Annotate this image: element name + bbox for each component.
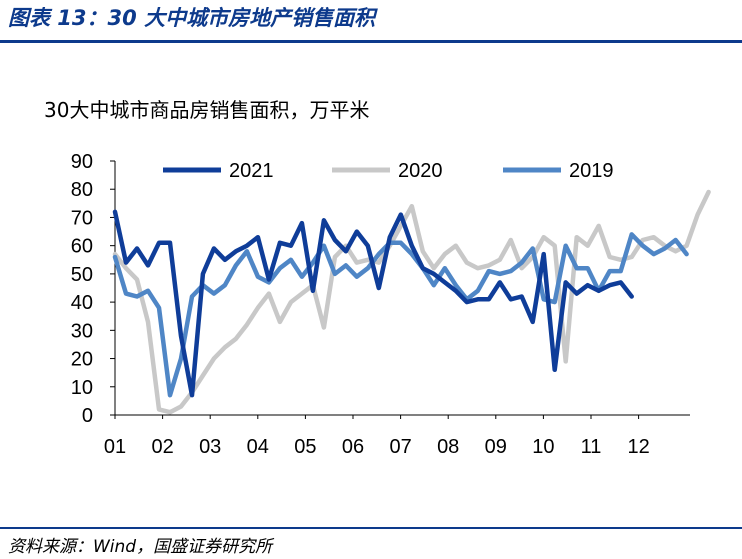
y-tick-label: 40 (71, 292, 93, 314)
y-tick-label: 60 (71, 236, 93, 258)
y-tick-label: 20 (71, 349, 93, 371)
x-tick-label: 08 (437, 436, 459, 458)
y-tick-label: 50 (71, 264, 93, 286)
figure-title: 图表 13：30 大中城市房地产销售面积 (8, 6, 376, 30)
x-tick-label: 05 (294, 436, 316, 458)
y-tick-label: 70 (71, 207, 93, 229)
series-line-2020 (112, 189, 711, 415)
x-tick-label: 03 (199, 436, 221, 458)
series-line-2021 (112, 209, 634, 398)
x-tick-label: 10 (532, 436, 554, 458)
chart-title: 30大中城市商品房销售面积，万平米 (44, 98, 370, 122)
x-tick-label: 06 (342, 436, 364, 458)
chart-series (112, 189, 711, 415)
y-tick-label: 90 (71, 151, 93, 173)
chart-axes: 0 10 20 30 40 50 60 70 80 90 01 02 03 04 05 06 07 08 09 10 1… (71, 151, 690, 458)
source-note: 资料来源：Wind，国盛证券研究所 (8, 537, 273, 557)
legend-label-2020: 2020 (398, 160, 443, 182)
chart-legend: 2021 2020 2019 (163, 160, 614, 182)
x-tick-label: 01 (104, 436, 126, 458)
legend-label-2019: 2019 (569, 160, 614, 182)
x-tick-label: 12 (627, 436, 649, 458)
series-line-2019 (112, 232, 689, 398)
y-tick-label: 0 (82, 405, 93, 427)
x-tick-label: 09 (485, 436, 507, 458)
x-tick-label: 04 (247, 436, 269, 458)
legend-label-2021: 2021 (229, 160, 274, 182)
y-tick-label: 30 (71, 320, 93, 342)
y-tick-label: 10 (71, 377, 93, 399)
line-chart: 0 10 20 30 40 50 60 70 80 90 01 02 03 04 05 06 07 08 09 10 1… (71, 151, 711, 458)
x-tick-label: 11 (581, 436, 602, 458)
x-tick-label: 02 (151, 436, 173, 458)
y-tick-label: 80 (71, 179, 93, 201)
title-rule (0, 40, 742, 43)
source-rule (0, 527, 742, 529)
x-tick-label: 07 (389, 436, 411, 458)
